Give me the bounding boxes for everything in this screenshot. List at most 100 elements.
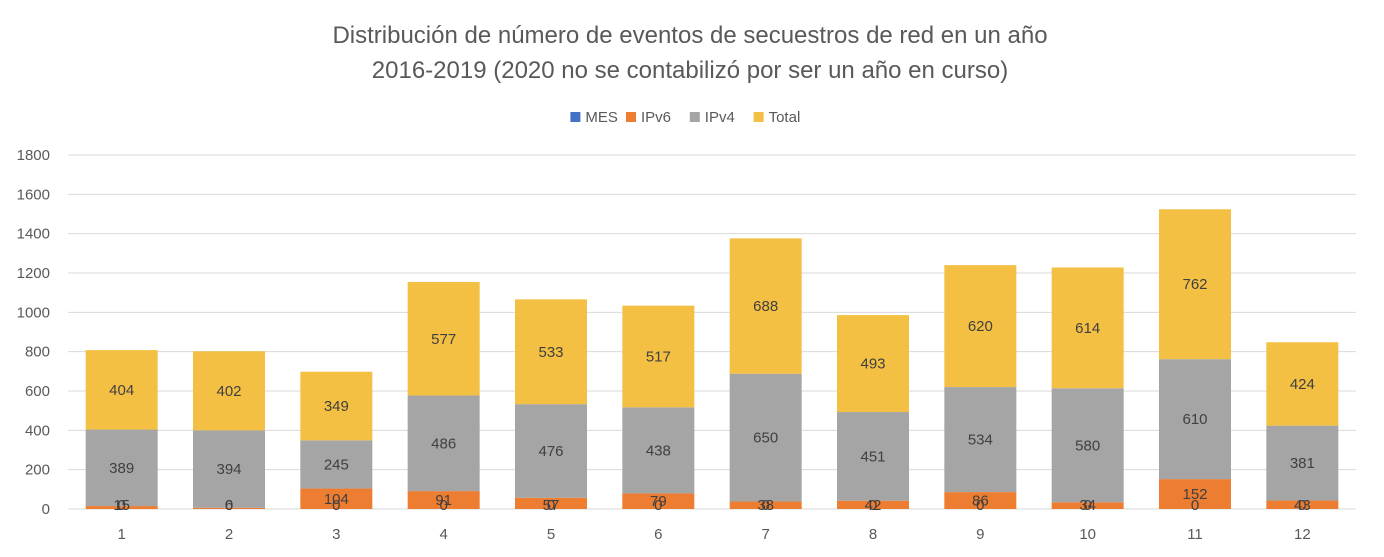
- y-tick-label: 1200: [17, 265, 50, 282]
- x-tick-label: 1: [117, 526, 125, 543]
- bar-segment-ipv4: [407, 395, 480, 492]
- data-label-ipv4: 245: [324, 456, 349, 473]
- legend-swatch: [626, 112, 636, 122]
- data-label-mes: 0: [869, 497, 877, 514]
- legend-label: MES: [585, 109, 618, 126]
- y-tick-label: 1000: [17, 304, 50, 321]
- data-label-ipv6: 86: [972, 493, 989, 510]
- x-tick-label: 9: [976, 526, 984, 543]
- bar-segment-total: [1051, 267, 1124, 389]
- legend: MES IPv6 IPv4 Total: [570, 109, 800, 126]
- y-tick-label: 1800: [17, 147, 50, 164]
- data-label-mes: 0: [1083, 497, 1091, 514]
- y-tick-label: 1600: [17, 186, 50, 203]
- bar-segment-total: [837, 315, 909, 413]
- data-label-mes: 0: [976, 497, 984, 514]
- data-label-mes: 0: [1298, 497, 1306, 514]
- data-label-ipv6: 79: [650, 493, 667, 510]
- bar-segment-ipv4: [515, 404, 587, 498]
- bar-segment-ipv6: [193, 507, 265, 509]
- y-tick-label: 600: [25, 383, 50, 400]
- data-label-mes: 0: [117, 497, 125, 514]
- bar-segment-ipv6: [837, 500, 909, 509]
- bar-segment-ipv4: [193, 430, 265, 508]
- data-label-total: 533: [538, 344, 563, 361]
- data-label-total: 349: [324, 398, 349, 415]
- y-tick-label: 800: [25, 344, 50, 361]
- bar-segment-total: [85, 350, 158, 430]
- bar-segment-ipv6: [1266, 500, 1339, 509]
- data-label-total: 402: [216, 383, 241, 400]
- bar-segment-ipv6: [300, 488, 373, 509]
- bars: [85, 209, 1339, 509]
- bar-segment-ipv6: [407, 491, 480, 509]
- bar-segment-ipv6: [1051, 502, 1124, 509]
- bar-segment-ipv4: [622, 407, 695, 494]
- data-label-ipv6: 152: [1182, 486, 1207, 503]
- legend-swatch: [689, 112, 700, 122]
- data-label-mes: 0: [654, 497, 662, 514]
- legend-label: Total: [769, 109, 801, 126]
- bar-segment-total: [300, 371, 373, 441]
- y-tick-label: 400: [25, 422, 50, 439]
- bar-segment-ipv6: [515, 497, 587, 509]
- data-label-mes: 0: [439, 497, 447, 514]
- data-label-mes: 0: [225, 497, 233, 514]
- data-label-ipv4: 438: [646, 442, 671, 459]
- data-label-total: 517: [646, 348, 671, 365]
- bar-segment-total: [944, 265, 1017, 388]
- bar-segment-total: [729, 238, 802, 374]
- bar-segment-ipv4: [1051, 388, 1124, 503]
- y-tick-label: 200: [25, 462, 50, 479]
- data-label-ipv4: 610: [1182, 411, 1207, 428]
- x-tick-label: 3: [332, 526, 340, 543]
- data-label-ipv6: 104: [324, 491, 349, 508]
- data-label-mes: 0: [1191, 497, 1199, 514]
- x-tick-label: 2: [225, 526, 233, 543]
- bar-segment-total: [1159, 209, 1231, 360]
- data-label-ipv6: 34: [1079, 497, 1096, 514]
- legend-label: IPv4: [705, 109, 735, 126]
- legend-label: IPv6: [641, 109, 671, 126]
- y-axis: 0 200 400 600 800 1000 1200 1400 1600 1800: [17, 147, 50, 518]
- x-tick-label: 8: [869, 526, 877, 543]
- data-label-ipv4: 394: [216, 461, 241, 478]
- data-label-ipv4: 534: [968, 432, 993, 449]
- data-label-total: 620: [968, 318, 993, 335]
- bar-segment-total: [1266, 342, 1339, 426]
- data-label-total: 493: [860, 356, 885, 373]
- x-tick-label: 11: [1187, 526, 1203, 543]
- gridlines: [68, 154, 1356, 510]
- bar-segment-ipv4: [1266, 425, 1339, 501]
- x-tick-label: 6: [654, 526, 662, 543]
- bar-segment-ipv6: [622, 493, 695, 509]
- bar-segment-ipv4: [837, 412, 909, 501]
- x-tick-label: 4: [439, 526, 447, 543]
- y-tick-label: 0: [42, 501, 50, 518]
- data-label-total: 404: [109, 382, 134, 399]
- y-tick-label: 1400: [17, 226, 50, 243]
- data-label-ipv4: 381: [1290, 455, 1315, 472]
- data-label-ipv6: 6: [225, 497, 233, 514]
- bar-segment-total: [515, 299, 587, 405]
- data-label-ipv6: 15: [113, 497, 130, 514]
- bar-segment-total: [193, 351, 265, 431]
- legend-swatch: [570, 112, 581, 122]
- bar-segment-total: [622, 305, 695, 408]
- x-tick-label: 12: [1294, 526, 1311, 543]
- chart-title: Distribución de número de eventos de sec…: [332, 22, 1047, 49]
- bar-segment-ipv4: [944, 387, 1017, 493]
- bar-segment-ipv6: [1159, 479, 1231, 509]
- data-label-ipv6: 57: [543, 497, 560, 514]
- data-label-mes: 0: [761, 497, 769, 514]
- bar-segment-ipv6: [85, 506, 158, 509]
- data-label-ipv6: 91: [435, 492, 452, 509]
- bar-segment-ipv4: [85, 429, 158, 507]
- data-label-mes: 0: [332, 497, 340, 514]
- data-label-total: 762: [1182, 276, 1207, 293]
- data-label-ipv6: 38: [757, 497, 774, 514]
- data-label-total: 688: [753, 298, 778, 315]
- data-label-total: 577: [431, 331, 456, 348]
- bar-segment-ipv4: [1159, 359, 1231, 480]
